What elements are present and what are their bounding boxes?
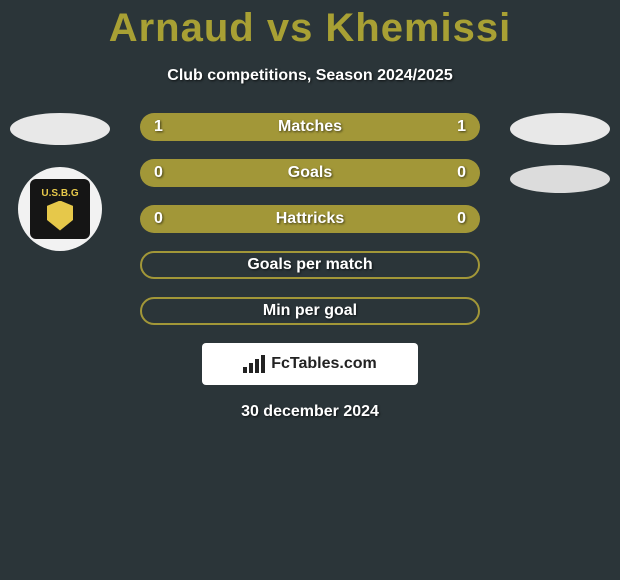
stat-right-value: 1 (457, 118, 466, 136)
player-right-placeholder (510, 113, 610, 145)
stat-label: Goals (140, 164, 480, 182)
player-left-placeholder (10, 113, 110, 145)
subtitle: Club competitions, Season 2024/2025 (0, 67, 620, 85)
stat-label: Goals per match (142, 256, 478, 274)
comparison-area: U.S.B.G 1 Matches 1 0 Goals 0 0 Hattrick… (0, 113, 620, 421)
stat-left-value: 0 (154, 164, 163, 182)
stat-row-matches: 1 Matches 1 (140, 113, 480, 141)
club-badge-left: U.S.B.G (18, 167, 102, 251)
stat-right-value: 0 (457, 210, 466, 228)
page-title: Arnaud vs Khemissi (0, 0, 620, 51)
shield-icon (47, 201, 73, 231)
club-badge-text: U.S.B.G (41, 188, 78, 199)
stat-label: Hattricks (140, 210, 480, 228)
stat-label: Matches (140, 118, 480, 136)
club-badge-inner: U.S.B.G (30, 179, 90, 239)
stat-row-goals-per-match: Goals per match (140, 251, 480, 279)
attribution-logo: FcTables.com (202, 343, 418, 385)
stat-label: Min per goal (142, 302, 478, 320)
player-right-placeholder-2 (510, 165, 610, 193)
stat-left-value: 0 (154, 210, 163, 228)
stat-row-hattricks: 0 Hattricks 0 (140, 205, 480, 233)
stat-right-value: 0 (457, 164, 466, 182)
attribution-text: FcTables.com (271, 355, 377, 373)
bar-chart-icon (243, 355, 265, 373)
stat-row-goals: 0 Goals 0 (140, 159, 480, 187)
stat-row-min-per-goal: Min per goal (140, 297, 480, 325)
snapshot-date: 30 december 2024 (0, 403, 620, 421)
stat-left-value: 1 (154, 118, 163, 136)
